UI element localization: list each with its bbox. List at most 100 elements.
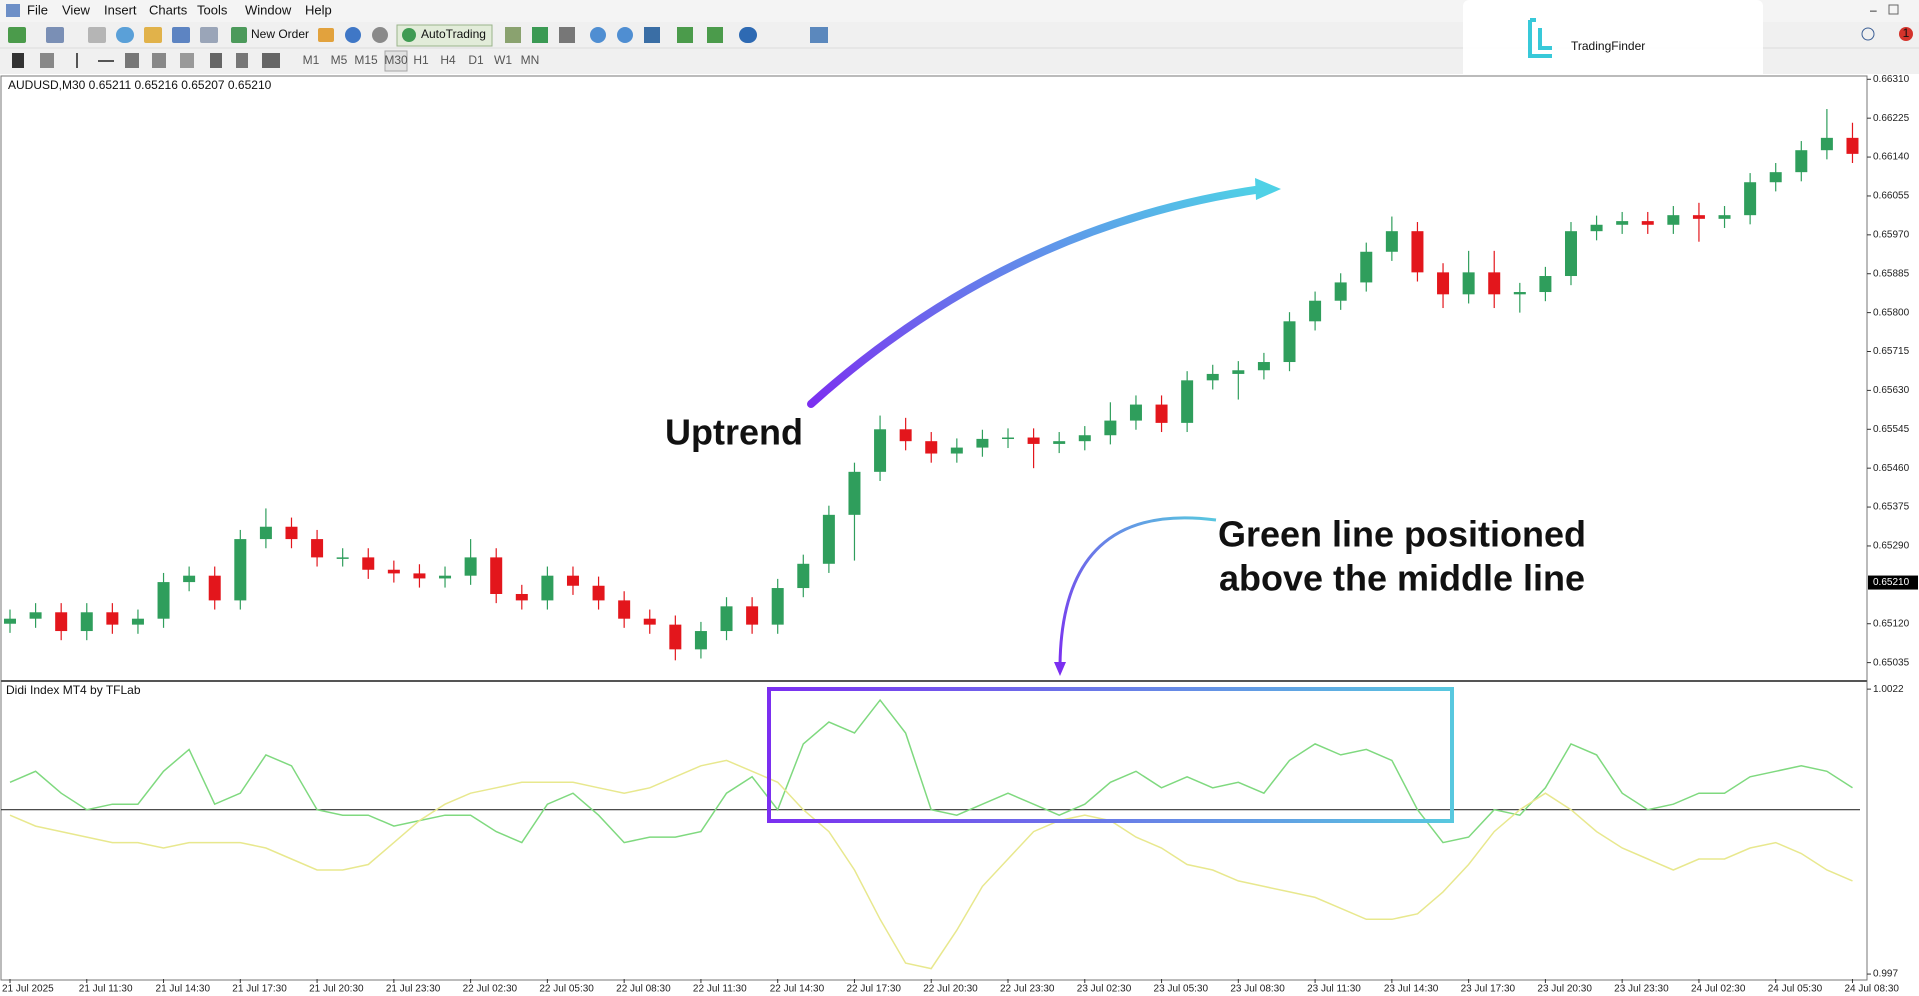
timeframe[interactable]: W1 xyxy=(494,53,512,67)
candle-body xyxy=(1104,420,1117,436)
notification-badge[interactable] xyxy=(1899,27,1913,41)
icon[interactable] xyxy=(345,27,361,43)
icon[interactable] xyxy=(318,28,334,42)
timeframe[interactable]: D1 xyxy=(468,53,484,67)
x-tick-label: 23 Jul 11:30 xyxy=(1307,984,1361,995)
indicator-line xyxy=(9,759,1853,970)
new-order-button[interactable]: New Order xyxy=(251,27,309,41)
annotation: above the middle line xyxy=(1219,558,1585,599)
icon[interactable] xyxy=(590,27,606,43)
icon[interactable] xyxy=(644,27,660,43)
y-tick-label: 0.65545 xyxy=(1873,424,1910,435)
y-tick-label: 0.65375 xyxy=(1873,502,1910,513)
search-icon[interactable] xyxy=(1861,27,1875,41)
candle-body xyxy=(1027,437,1040,444)
autotrading-button[interactable]: AutoTrading xyxy=(421,27,486,41)
icon[interactable] xyxy=(532,27,548,43)
icon[interactable] xyxy=(152,53,166,68)
candle-body xyxy=(55,612,68,632)
timeframe[interactable]: H4 xyxy=(440,53,456,67)
autotrading-frame[interactable] xyxy=(396,24,493,47)
candle-body xyxy=(1283,321,1296,363)
candle-body xyxy=(1360,251,1373,283)
x-tick-label: 22 Jul 02:30 xyxy=(463,984,518,995)
x-tick-label: 22 Jul 05:30 xyxy=(539,984,594,995)
icon[interactable] xyxy=(505,27,521,43)
timeframe[interactable]: M5 xyxy=(331,53,348,67)
minimize-button[interactable]: – xyxy=(1870,3,1877,17)
annotation: Green line positioned xyxy=(1218,514,1586,555)
candle-body xyxy=(1590,224,1603,232)
icon[interactable] xyxy=(144,27,162,43)
x-tick-label: 24 Jul 08:30 xyxy=(1844,984,1899,995)
candle-body xyxy=(413,573,426,579)
icon[interactable] xyxy=(88,27,106,43)
menu-item[interactable]: Insert xyxy=(104,2,137,17)
candle-body xyxy=(1462,272,1475,295)
candle-body xyxy=(1820,137,1833,151)
menu-item[interactable]: File xyxy=(27,2,48,17)
candle-body xyxy=(4,618,16,624)
icon[interactable] xyxy=(236,53,248,68)
icon[interactable] xyxy=(125,53,139,68)
arrow-head xyxy=(1255,178,1281,200)
uptrend-arrow xyxy=(807,185,1266,408)
y-tick-label: 0.997 xyxy=(1873,969,1898,980)
timeframe[interactable]: M30 xyxy=(384,53,408,67)
icon[interactable] xyxy=(617,27,633,43)
candle-body xyxy=(234,539,247,601)
x-tick-label: 22 Jul 11:30 xyxy=(693,984,747,995)
x-tick-label: 21 Jul 2025 xyxy=(2,984,54,995)
x-tick-label: 21 Jul 17:30 xyxy=(232,984,287,995)
candle-body xyxy=(515,593,528,601)
timeframe[interactable]: M1 xyxy=(303,53,320,67)
candle-body xyxy=(694,631,707,650)
menu-item[interactable]: Tools xyxy=(197,2,228,17)
icon[interactable] xyxy=(98,60,114,62)
candle-body xyxy=(1411,231,1424,273)
menu-item[interactable]: Help xyxy=(305,2,332,17)
highlight-box xyxy=(767,687,1454,823)
menu-bar xyxy=(0,0,1919,22)
menu-item[interactable]: Window xyxy=(245,2,292,17)
icon[interactable] xyxy=(262,53,280,68)
annotation: Uptrend xyxy=(665,412,803,453)
timeframe[interactable]: MN xyxy=(521,53,540,67)
icon[interactable] xyxy=(46,27,64,43)
y-tick-label: 0.65885 xyxy=(1873,268,1910,279)
x-tick-label: 24 Jul 02:30 xyxy=(1691,984,1746,995)
icon[interactable] xyxy=(707,27,723,43)
candle-body xyxy=(925,441,938,454)
icon[interactable] xyxy=(116,27,134,43)
icon[interactable] xyxy=(677,27,693,43)
icon[interactable] xyxy=(372,27,388,43)
current-price-label: 0.65210 xyxy=(1873,577,1910,588)
menu-item[interactable]: Charts xyxy=(149,2,188,17)
icon[interactable] xyxy=(559,27,575,43)
icon[interactable] xyxy=(739,27,757,43)
x-tick-label: 23 Jul 05:30 xyxy=(1154,984,1209,995)
icon[interactable] xyxy=(180,53,194,68)
menu-item[interactable]: View xyxy=(62,2,91,17)
icon[interactable] xyxy=(210,53,222,68)
icon[interactable] xyxy=(172,27,190,43)
icon[interactable] xyxy=(810,27,828,43)
candle-body xyxy=(1616,221,1629,225)
icon[interactable] xyxy=(40,53,54,68)
candle-body xyxy=(387,569,400,574)
icon[interactable] xyxy=(200,27,218,43)
icon[interactable] xyxy=(12,53,24,68)
y-tick-label: 0.65035 xyxy=(1873,657,1910,668)
candle-body xyxy=(822,514,835,564)
icon[interactable] xyxy=(231,27,247,43)
candle-body xyxy=(208,575,221,601)
icon[interactable] xyxy=(8,27,26,43)
y-tick-label: 0.65630 xyxy=(1873,385,1910,396)
candle-body xyxy=(746,606,759,625)
icon[interactable] xyxy=(76,53,78,68)
x-tick-label: 23 Jul 08:30 xyxy=(1230,984,1285,995)
timeframe[interactable]: M15 xyxy=(354,53,378,67)
timeframe[interactable]: H1 xyxy=(413,53,429,67)
restore-button[interactable] xyxy=(1888,4,1899,15)
